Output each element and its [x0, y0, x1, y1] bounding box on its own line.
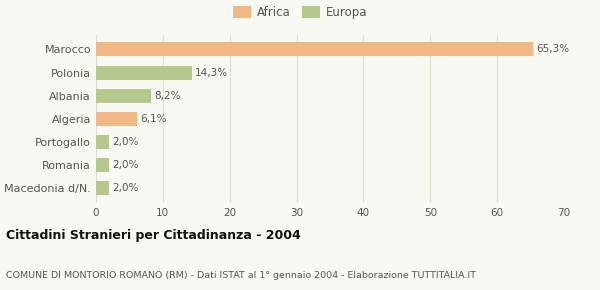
Text: 2,0%: 2,0% — [113, 160, 139, 170]
Bar — [96, 42, 533, 56]
Bar — [96, 112, 137, 126]
Text: 14,3%: 14,3% — [195, 68, 228, 77]
Legend: Africa, Europa: Africa, Europa — [233, 6, 367, 19]
Text: 6,1%: 6,1% — [140, 114, 167, 124]
Bar — [96, 89, 151, 103]
Text: 2,0%: 2,0% — [113, 183, 139, 193]
Text: 8,2%: 8,2% — [154, 91, 181, 101]
Text: Cittadini Stranieri per Cittadinanza - 2004: Cittadini Stranieri per Cittadinanza - 2… — [6, 229, 301, 242]
Bar — [96, 135, 109, 149]
Bar — [96, 182, 109, 195]
Text: 65,3%: 65,3% — [536, 44, 569, 55]
Text: 2,0%: 2,0% — [113, 137, 139, 147]
Bar — [96, 158, 109, 172]
Bar — [96, 66, 191, 79]
Text: COMUNE DI MONTORIO ROMANO (RM) - Dati ISTAT al 1° gennaio 2004 - Elaborazione TU: COMUNE DI MONTORIO ROMANO (RM) - Dati IS… — [6, 271, 476, 280]
